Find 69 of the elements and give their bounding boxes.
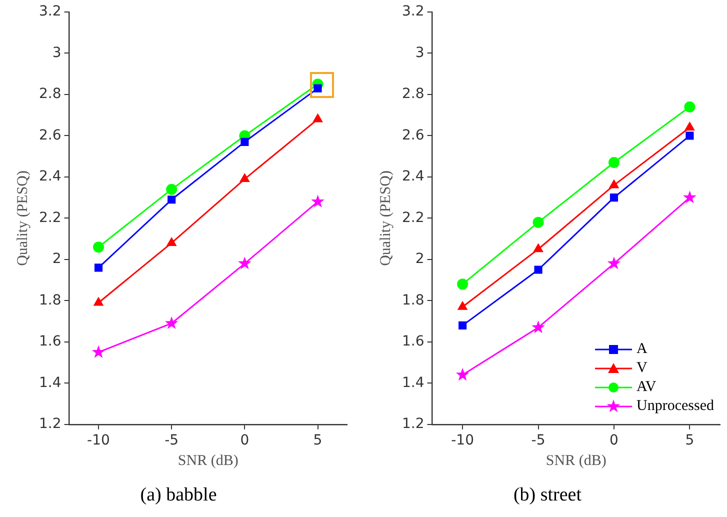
point — [532, 320, 545, 334]
x-tick-label: -5 — [164, 432, 179, 448]
y-tick-label: 1.8 — [39, 292, 62, 308]
x-tick-label: -5 — [531, 432, 546, 448]
y-tick-label: 3 — [52, 44, 62, 61]
point — [164, 316, 178, 330]
x-tick-label: 0 — [240, 432, 250, 448]
point — [240, 138, 249, 146]
y-tick-label: 1.2 — [402, 416, 424, 432]
point — [609, 180, 619, 188]
y-tick-label: 2 — [415, 251, 424, 268]
legend-label: Unprocessed — [636, 397, 714, 416]
point — [684, 101, 696, 112]
y-tick-label: 1.4 — [402, 374, 424, 391]
y-axis-title: Quality (PESQ) — [378, 170, 394, 266]
y-tick-label: 3 — [415, 44, 424, 61]
point — [608, 157, 620, 168]
y-tick-label: 1.6 — [402, 334, 424, 350]
y-tick-label: 2.6 — [39, 127, 62, 144]
y-tick-label: 2 — [52, 251, 62, 268]
text: (a) babble — [140, 484, 217, 506]
x-tick-label: -10 — [451, 432, 474, 448]
point — [457, 278, 468, 290]
y-tick-label: 3.2 — [39, 4, 62, 20]
point — [534, 266, 542, 274]
y-tick-label: 2.2 — [402, 210, 424, 226]
x-tick-label: 0 — [610, 432, 618, 448]
point — [532, 216, 544, 228]
point — [92, 345, 106, 358]
y-tick-label: 3.2 — [402, 4, 424, 20]
legend-label: V — [636, 359, 648, 378]
y-tick-label: 2.2 — [39, 210, 62, 226]
y-tick-label: 2.4 — [402, 168, 424, 185]
point — [458, 321, 467, 330]
point — [240, 174, 250, 182]
y-axis-title: Quality (PESQ) — [14, 170, 31, 266]
point — [686, 132, 694, 140]
point — [166, 184, 178, 195]
y-tick-label: 2.8 — [39, 86, 62, 102]
point — [607, 256, 621, 270]
point — [94, 264, 103, 272]
x-axis-title: SNR (dB) — [546, 453, 606, 470]
y-tick-label: 2.6 — [402, 127, 424, 144]
point — [683, 190, 696, 204]
point — [610, 194, 618, 202]
point — [93, 242, 104, 253]
point — [456, 368, 470, 381]
y-tick-label: 1.6 — [39, 334, 62, 350]
text: (b) street — [513, 484, 582, 506]
point — [311, 194, 324, 208]
point — [312, 114, 323, 122]
point — [533, 244, 544, 252]
y-tick-label: 1.4 — [39, 374, 62, 391]
y-tick-label: 2.8 — [402, 86, 424, 102]
x-tick-label: 5 — [313, 432, 322, 448]
point — [94, 297, 104, 306]
legend-label: AV — [636, 378, 656, 398]
legend-label: A — [636, 340, 648, 360]
point — [684, 122, 695, 130]
point — [166, 237, 176, 246]
y-tick-label: 1.8 — [402, 292, 424, 308]
x-axis-title: SNR (dB) — [178, 453, 238, 470]
y-tick-label: 1.2 — [39, 416, 62, 432]
point — [168, 196, 176, 204]
point — [458, 301, 468, 310]
y-tick-label: 2.4 — [39, 168, 62, 185]
x-tick-label: 5 — [685, 432, 694, 448]
point — [238, 256, 252, 270]
x-tick-label: -10 — [87, 432, 110, 448]
